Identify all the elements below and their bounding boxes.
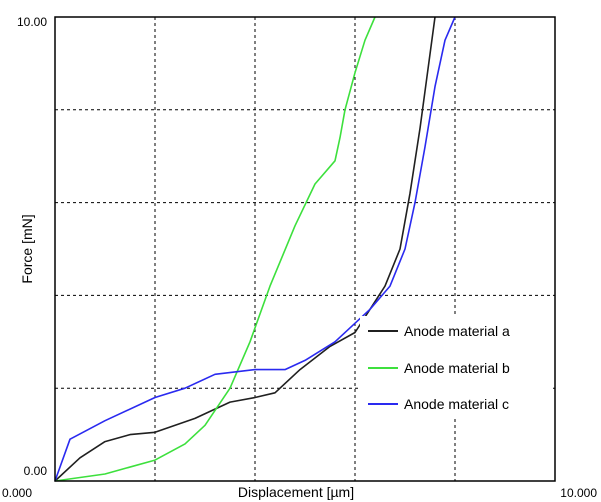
y-tick-label-max: 10.00 <box>17 15 47 29</box>
legend: Anode material a Anode material b Anode … <box>360 316 550 416</box>
series-layer <box>54 16 456 482</box>
series-line-a <box>54 16 436 482</box>
y-tick-label-min: 0.00 <box>24 464 48 478</box>
legend-background <box>360 316 550 416</box>
x-tick-label-min: 0.000 <box>2 486 32 500</box>
legend-label-c: Anode material c <box>404 396 509 412</box>
x-axis-label: Displacement [µm] <box>238 484 354 500</box>
legend-label-b: Anode material b <box>404 360 510 376</box>
series-line-b <box>54 16 376 482</box>
legend-label-a: Anode material a <box>404 323 510 339</box>
y-axis-label: Force [mN] <box>19 214 35 283</box>
plot-border <box>54 16 556 482</box>
x-tick-label-max: 10.000 <box>560 486 597 500</box>
series-line-c <box>54 16 456 482</box>
